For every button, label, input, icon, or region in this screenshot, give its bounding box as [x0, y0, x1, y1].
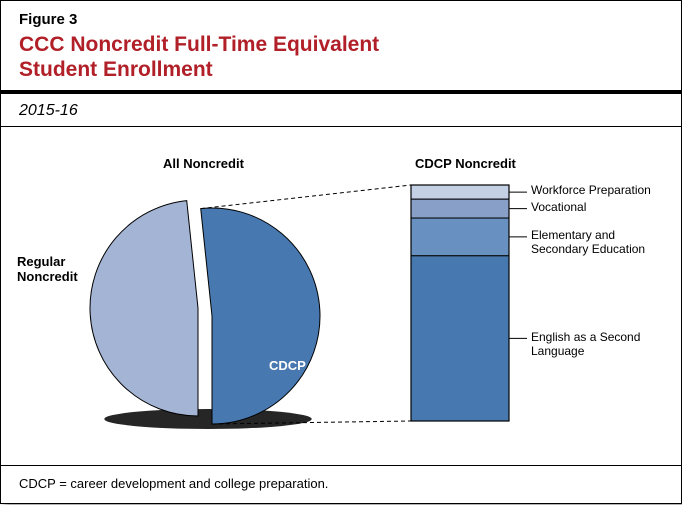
- stackbar-segment-label: Workforce Preparation: [531, 184, 651, 198]
- pie-slice: [90, 201, 198, 416]
- pie-title: All Noncredit: [163, 157, 244, 172]
- pie-slice-label-cdcp: CDCP: [269, 359, 306, 374]
- figure-header: Figure 3 CCC Noncredit Full-Time Equival…: [1, 1, 681, 90]
- footnote: CDCP = career development and college pr…: [1, 466, 681, 505]
- figure-title: CCC Noncredit Full-Time Equivalent Stude…: [19, 32, 663, 82]
- stackbar-segment-label: Elementary andSecondary Education: [531, 229, 645, 257]
- stackbar-segment: [411, 185, 509, 199]
- stackbar-segment-label: Vocational: [531, 201, 586, 215]
- stackbar-segment-label: English as a SecondLanguage: [531, 331, 640, 359]
- figure-label: Figure 3: [19, 11, 663, 28]
- figure-title-line1: CCC Noncredit Full-Time Equivalent: [19, 33, 379, 56]
- chart-svg: [1, 127, 682, 465]
- pie-slice: [201, 208, 320, 424]
- stackbar-segment: [411, 256, 509, 421]
- figure-title-line2: Student Enrollment: [19, 58, 213, 81]
- figure-container: Figure 3 CCC Noncredit Full-Time Equival…: [0, 0, 682, 504]
- stackbar-segment: [411, 218, 509, 256]
- subheading-year: 2015-16: [1, 94, 681, 126]
- chart-area: All Noncredit CDCP Noncredit RegularNonc…: [1, 127, 681, 465]
- stackbar-title: CDCP Noncredit: [415, 157, 516, 172]
- pie-slice-label-regular: RegularNoncredit: [17, 255, 78, 285]
- stackbar-segment: [411, 200, 509, 219]
